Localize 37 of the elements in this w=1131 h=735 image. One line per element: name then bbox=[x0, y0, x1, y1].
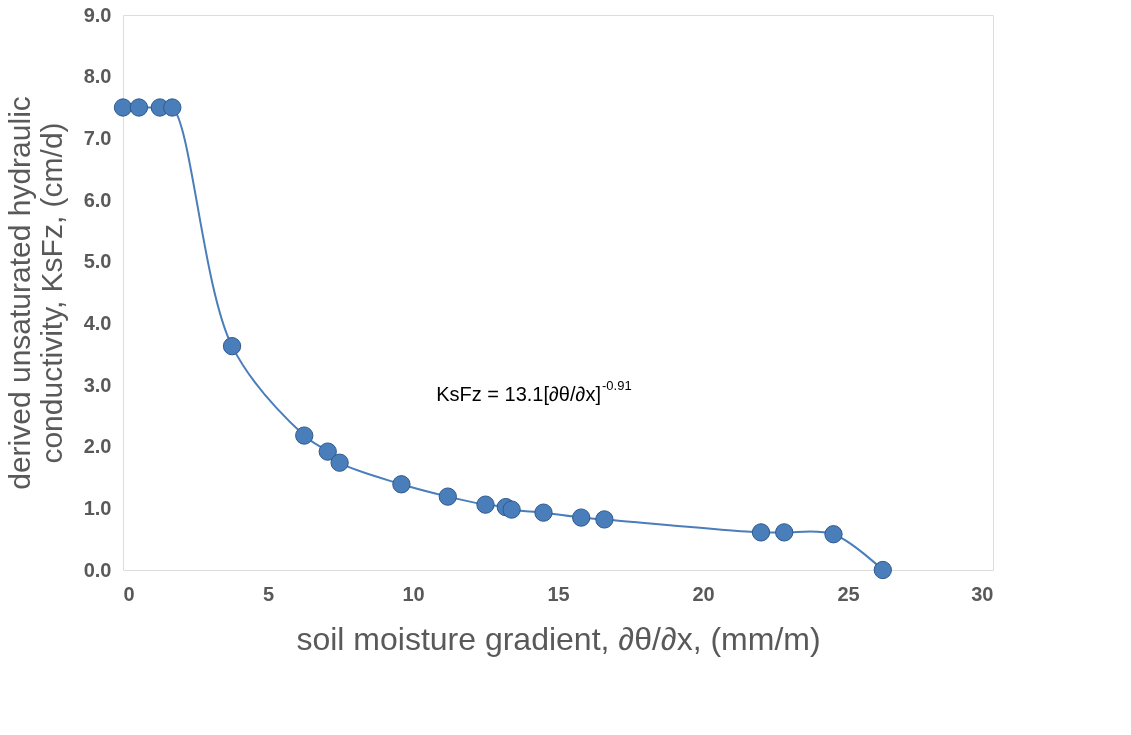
point bbox=[222, 337, 242, 356]
x-tick-label: 20 bbox=[692, 582, 715, 605]
point bbox=[113, 98, 133, 117]
point bbox=[873, 560, 892, 580]
point bbox=[775, 523, 794, 542]
point bbox=[751, 523, 771, 542]
point bbox=[163, 98, 182, 117]
point bbox=[438, 487, 457, 506]
x-tick-label: 10 bbox=[402, 582, 425, 605]
point bbox=[476, 495, 495, 514]
x-tick-label: 5 bbox=[262, 582, 275, 605]
y-tick-label: 6.0 bbox=[83, 188, 112, 211]
y-tick-label: 7.0 bbox=[83, 126, 112, 149]
y-tick-label: 5.0 bbox=[83, 250, 112, 273]
x-tick-label: 25 bbox=[837, 582, 860, 605]
point bbox=[534, 503, 553, 522]
y-tick-label: 0.0 bbox=[83, 558, 112, 581]
x-tick-label: 15 bbox=[547, 582, 570, 605]
point bbox=[595, 510, 614, 529]
y-axis-title: derived unsaturated hydraulic conductivity, KsFz, (cm/d) bbox=[2, 96, 68, 490]
y-tick-label: 1.0 bbox=[83, 496, 112, 519]
point bbox=[318, 442, 337, 461]
point bbox=[572, 508, 591, 527]
y-tick-label: 8.0 bbox=[83, 65, 112, 88]
point bbox=[129, 98, 149, 117]
point bbox=[502, 500, 521, 519]
y-tick-label: 2.0 bbox=[83, 435, 112, 458]
x-tick-label: 30 bbox=[971, 582, 994, 605]
y-tick-label: 4.0 bbox=[83, 311, 112, 334]
x-tick-label: 0 bbox=[123, 582, 135, 605]
point bbox=[392, 475, 411, 494]
point bbox=[330, 453, 349, 472]
y-tick-label: 9.0 bbox=[83, 3, 112, 26]
point bbox=[295, 426, 314, 445]
point bbox=[824, 525, 843, 544]
y-tick-label: 3.0 bbox=[83, 373, 112, 396]
x-axis-title: soil moisture gradient, ∂θ/∂x, (mm/m) bbox=[296, 620, 821, 657]
